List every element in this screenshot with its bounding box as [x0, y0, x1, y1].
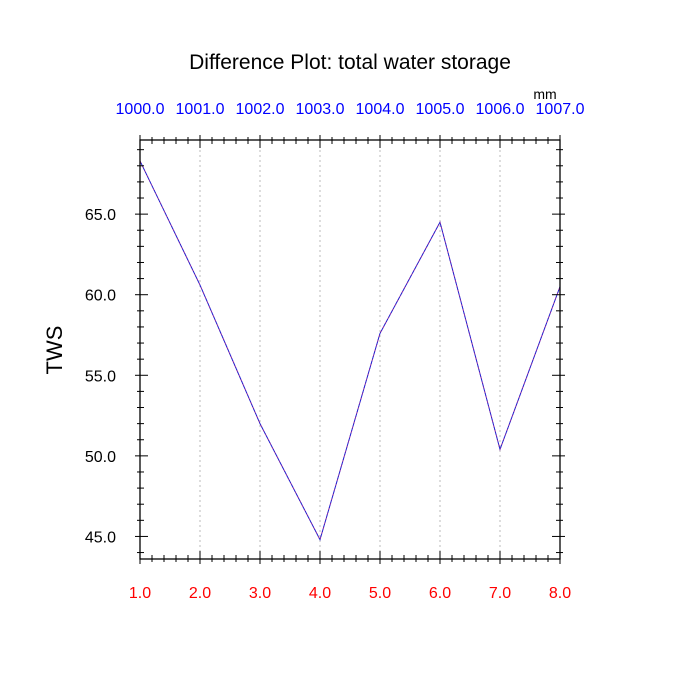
- axis-ticks: [135, 135, 565, 564]
- tick-labels: 1.0 2.0 3.0 4.0 5.0 6.0 7.0 8.0 1000.0 1001.0 1002…: [85, 101, 585, 602]
- x-tick-label: 1.0: [129, 585, 151, 602]
- top-tick-label: 1006.0: [476, 101, 525, 118]
- x-tick-label: 4.0: [309, 585, 331, 602]
- top-tick-label: 1000.0: [116, 101, 165, 118]
- y-tick-label: 65.0: [85, 207, 116, 224]
- top-tick-label: 1003.0: [296, 101, 345, 118]
- top-tick-label: 1001.0: [176, 101, 225, 118]
- y-tick-label: 50.0: [85, 449, 116, 466]
- chart-title: Difference Plot: total water storage: [189, 51, 511, 74]
- y-tick-label: 60.0: [85, 288, 116, 305]
- top-tick-label: 1004.0: [356, 101, 405, 118]
- x-tick-label: 7.0: [489, 585, 511, 602]
- series-line: [139, 160, 561, 542]
- x-tick-label: 8.0: [549, 585, 571, 602]
- x-tick-label: 5.0: [369, 585, 391, 602]
- top-tick-label: 1007.0: [536, 101, 585, 118]
- y-tick-label: 45.0: [85, 529, 116, 546]
- x-tick-label: 2.0: [189, 585, 211, 602]
- x-tick-label: 6.0: [429, 585, 451, 602]
- top-axis-units: mm: [533, 86, 556, 102]
- plot-frame: [139, 139, 561, 560]
- x-tick-label: 3.0: [249, 585, 271, 602]
- grid-lines: [199, 140, 501, 559]
- top-tick-label: 1005.0: [416, 101, 465, 118]
- series-line: [139, 160, 561, 542]
- y-axis-label: TWS: [42, 326, 67, 375]
- plot-series: [139, 160, 561, 542]
- y-tick-label: 55.0: [85, 368, 116, 385]
- top-tick-label: 1002.0: [236, 101, 285, 118]
